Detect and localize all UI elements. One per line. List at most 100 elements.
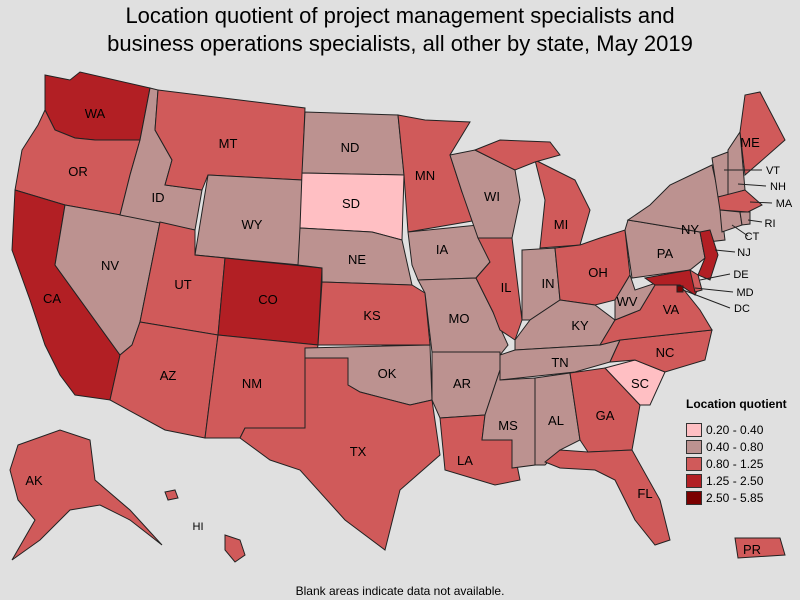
- label-vt: VT: [766, 165, 780, 177]
- label-in: IN: [542, 276, 555, 291]
- label-mn: MN: [415, 168, 435, 183]
- legend-swatch: [686, 490, 702, 505]
- legend-label: 0.40 - 0.80: [706, 439, 764, 454]
- leader-ri: [747, 219, 763, 223]
- legend: Location quotient 0.20 - 0.40 0.40 - 0.8…: [686, 397, 798, 506]
- leader-ma: [749, 201, 773, 204]
- state-de[interactable]: [689, 268, 703, 293]
- label-or: OR: [68, 164, 88, 179]
- state-sc[interactable]: [604, 359, 666, 406]
- label-de: DE: [733, 269, 748, 281]
- label-md: MD: [736, 287, 753, 299]
- label-ma: MA: [776, 198, 793, 210]
- legend-label: 2.50 - 5.85: [706, 490, 764, 505]
- label-wa: WA: [85, 106, 106, 121]
- label-ar: AR: [453, 376, 471, 391]
- state-pr[interactable]: [734, 537, 786, 559]
- map-title: Location quotient of project management …: [0, 2, 800, 58]
- label-il: IL: [501, 280, 512, 295]
- label-ia: IA: [436, 242, 449, 257]
- state-ks[interactable]: [317, 281, 431, 346]
- state-ma[interactable]: [717, 189, 763, 213]
- legend-swatch: [686, 456, 702, 471]
- label-id: ID: [152, 190, 165, 205]
- label-pa: PA: [657, 246, 674, 261]
- label-hi: HI: [193, 521, 204, 533]
- legend-item: 2.50 - 5.85: [686, 489, 798, 506]
- label-ut: UT: [174, 277, 191, 292]
- legend-swatch: [686, 473, 702, 488]
- label-az: AZ: [160, 368, 177, 383]
- state-me[interactable]: [739, 91, 786, 176]
- state-fl[interactable]: [544, 449, 671, 546]
- label-nm: NM: [242, 376, 262, 391]
- label-fl: FL: [637, 486, 652, 501]
- label-wi: WI: [484, 189, 500, 204]
- leader-ct: [731, 224, 749, 237]
- label-ks: KS: [363, 308, 381, 323]
- state-il[interactable]: [475, 237, 523, 341]
- label-ct: CT: [745, 231, 760, 243]
- legend-item: 0.20 - 0.40: [686, 421, 798, 438]
- state-hi[interactable]: [164, 489, 179, 501]
- label-sd: SD: [342, 196, 360, 211]
- legend-label: 0.20 - 0.40: [706, 422, 764, 437]
- label-nj: NJ: [737, 247, 750, 259]
- label-dc: DC: [734, 303, 750, 315]
- title-line-1: Location quotient of project management …: [125, 3, 675, 28]
- state-mi[interactable]: [534, 159, 591, 249]
- leader-nj: [714, 249, 736, 253]
- label-tn: TN: [551, 355, 568, 370]
- legend-title: Location quotient: [686, 397, 787, 411]
- label-oh: OH: [588, 265, 608, 280]
- label-me: ME: [740, 135, 760, 150]
- legend-item: 1.25 - 2.50: [686, 472, 798, 489]
- leader-de: [699, 273, 731, 281]
- state-nj[interactable]: [697, 229, 719, 281]
- label-al: AL: [548, 413, 564, 428]
- label-ak: AK: [25, 473, 43, 488]
- state-ri[interactable]: [739, 211, 751, 226]
- label-ms: MS: [498, 418, 518, 433]
- label-ok: OK: [378, 366, 397, 381]
- label-va: VA: [663, 302, 680, 317]
- state-dc[interactable]: [676, 285, 684, 293]
- label-nh: NH: [770, 181, 786, 193]
- legend-swatch: [686, 422, 702, 437]
- leader-md: [694, 287, 734, 293]
- label-tx: TX: [350, 444, 367, 459]
- label-la: LA: [457, 453, 473, 468]
- label-nd: ND: [341, 140, 360, 155]
- label-ne: NE: [348, 252, 366, 267]
- state-hi-big[interactable]: [224, 534, 246, 563]
- label-ca: CA: [43, 291, 61, 306]
- label-nv: NV: [101, 258, 119, 273]
- state-ak[interactable]: [9, 429, 163, 561]
- label-mi: MI: [554, 217, 568, 232]
- label-sc: SC: [631, 376, 649, 391]
- label-wv: WV: [617, 294, 638, 309]
- leader-dc: [682, 289, 731, 309]
- label-pr: PR: [743, 542, 761, 557]
- label-co: CO: [258, 292, 278, 307]
- state-tx[interactable]: [239, 357, 441, 551]
- label-ga: GA: [596, 408, 615, 423]
- label-ny: NY: [681, 222, 699, 237]
- state-ct[interactable]: [719, 209, 743, 233]
- legend-swatch: [686, 439, 702, 454]
- label-ri: RI: [765, 218, 776, 230]
- legend-label: 1.25 - 2.50: [706, 473, 764, 488]
- label-ky: KY: [571, 318, 589, 333]
- leader-nh: [737, 183, 767, 187]
- label-nc: NC: [656, 345, 675, 360]
- label-mo: MO: [449, 311, 470, 326]
- label-wy: WY: [242, 217, 263, 232]
- label-mt: MT: [219, 136, 238, 151]
- legend-item: 0.40 - 0.80: [686, 438, 798, 455]
- legend-item: 0.80 - 1.25: [686, 455, 798, 472]
- state-mi-upper[interactable]: [473, 139, 561, 171]
- legend-label: 0.80 - 1.25: [706, 456, 764, 471]
- footnote: Blank areas indicate data not available.: [295, 584, 505, 598]
- title-line-2: business operations specialists, all oth…: [107, 31, 693, 56]
